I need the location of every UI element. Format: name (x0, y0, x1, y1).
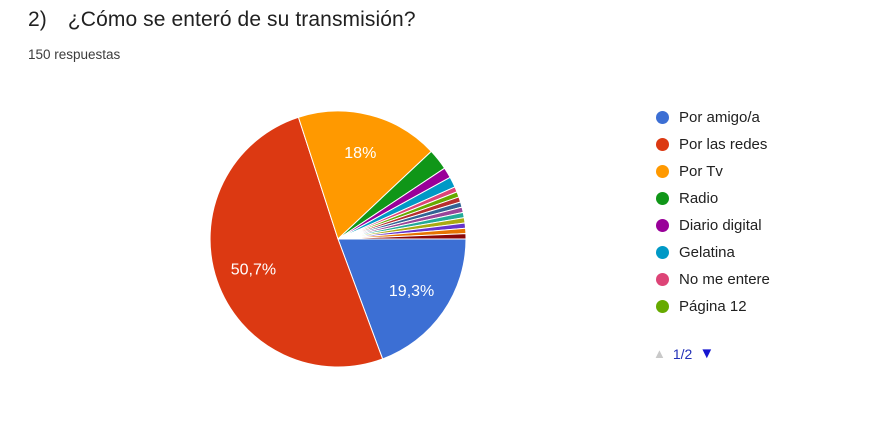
legend-item-label: Por las redes (679, 136, 768, 153)
pie-slice-label: 50,7% (231, 262, 276, 279)
legend-item: Página 12 (656, 293, 770, 320)
legend-color-dot (656, 300, 669, 313)
pie-slice-por-tv[interactable] (297, 110, 432, 240)
legend-item-label: Por amigo/a (679, 109, 760, 126)
legend-item: Por Tv (656, 158, 770, 185)
legend-page-up-button[interactable]: ▲ (653, 346, 666, 361)
legend-color-dot (656, 246, 669, 259)
legend-item: Diario digital (656, 212, 770, 239)
legend-color-dot (656, 219, 669, 232)
legend-item-label: Diario digital (679, 217, 762, 234)
legend-page-down-button[interactable]: ▼ (699, 345, 715, 362)
legend-item-label: Página 12 (679, 298, 747, 315)
pie-slice-15[interactable] (337, 233, 467, 240)
page-title: 2) ¿Cómo se enteró de su transmisión? (28, 8, 416, 32)
legend-item: Gelatina (656, 239, 770, 266)
pie-slice-por-las-redes[interactable] (209, 116, 384, 368)
legend-color-dot (656, 111, 669, 124)
legend-item-label: No me entere (679, 271, 770, 288)
pie-slice-label: 18% (344, 145, 376, 162)
legend-item: Por amigo/a (656, 104, 770, 131)
legend-item-label: Por Tv (679, 163, 723, 180)
legend-color-dot (656, 273, 669, 286)
legend-color-dot (656, 138, 669, 151)
question-text: ¿Cómo se enteró de su transmisión? (67, 8, 416, 31)
legend-item: Por las redes (656, 131, 770, 158)
chart-legend: Por amigo/a Por las redes Por Tv Radio Diari… (656, 104, 770, 320)
legend-item-label: Gelatina (679, 244, 735, 261)
pie-slice-label: 19,3% (389, 283, 434, 300)
legend-pager: ▲ 1/2 ▼ (653, 345, 714, 362)
legend-item: Radio (656, 185, 770, 212)
legend-item-label: Radio (679, 190, 719, 207)
question-number: 2) (28, 8, 47, 31)
pie-chart: 19,3% 50,7% 18% (209, 110, 467, 368)
legend-page-indicator: 1/2 (672, 345, 693, 362)
legend-color-dot (656, 165, 669, 178)
legend-color-dot (656, 192, 669, 205)
legend-item: No me entere (656, 266, 770, 293)
pie-slice-por-amigo-a[interactable] (337, 238, 467, 360)
response-count: 150 respuestas (28, 47, 121, 62)
